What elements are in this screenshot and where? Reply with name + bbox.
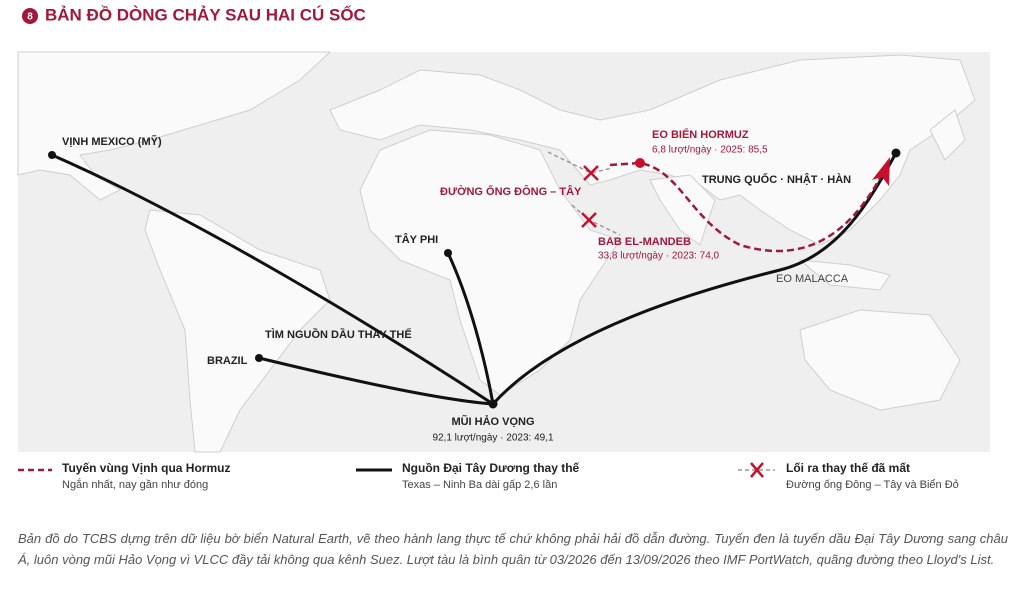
label: 92,1 lượt/ngày · 2023: 49,1	[432, 433, 554, 444]
label: 6,8 lượt/ngày · 2025: 85,5	[652, 145, 768, 156]
legend-sub: Ngắn nhất, nay gần như đóng	[62, 478, 208, 491]
points	[48, 148, 901, 409]
badge-number: 8	[27, 12, 33, 23]
legend-title: Lối ra thay thế đã mất	[786, 461, 910, 475]
label: MŨI HẢO VỌNG	[451, 415, 534, 428]
label: EO MALACCA	[776, 273, 849, 285]
label: TÂY PHI	[395, 233, 438, 246]
legend-x	[750, 462, 764, 478]
number-badge	[22, 8, 38, 24]
legend-title: Tuyến vùng Vịnh qua Hormuz	[62, 461, 230, 475]
hormuz-route	[609, 161, 882, 253]
legend-sub: Đường ống Đông – Tây và Biển Đỏ	[786, 479, 959, 491]
label: TÌM NGUỒN DẦU THAY THẾ	[265, 328, 412, 341]
x-marks	[581, 165, 599, 228]
legend-sub: Texas – Ninh Ba dài gấp 2,6 lần	[402, 479, 557, 491]
label: BRAZIL	[207, 355, 248, 367]
atlantic-routes	[51, 152, 898, 406]
hormuz-point	[635, 158, 645, 168]
legend-title: Nguồn Đại Tây Dương thay thế	[402, 461, 580, 475]
caption: Bản đồ do TCBS dựng trên dữ liệu bờ biển…	[18, 531, 1008, 567]
title: BẢN ĐỒ DÒNG CHẢY SAU HAI CÚ SỐC	[45, 4, 366, 24]
route-arrow	[872, 157, 890, 186]
land	[17, 51, 976, 453]
label: VỊNH MEXICO (MỸ)	[62, 135, 162, 148]
label: TRUNG QUỐC · NHẬT · HÀN	[702, 172, 851, 186]
label: ĐƯỜNG ỐNG ĐÔNG – TÂY	[440, 184, 582, 198]
label: BAB EL-MANDEB	[598, 236, 691, 248]
label: 33,8 lượt/ngày · 2023: 74,0	[598, 251, 720, 262]
label: EO BIỂN HORMUZ	[652, 128, 749, 141]
map-figure: 8 BẢN ĐỒ DÒNG CHẢY SAU HAI CÚ SỐC VỊNH M…	[17, 4, 990, 491]
